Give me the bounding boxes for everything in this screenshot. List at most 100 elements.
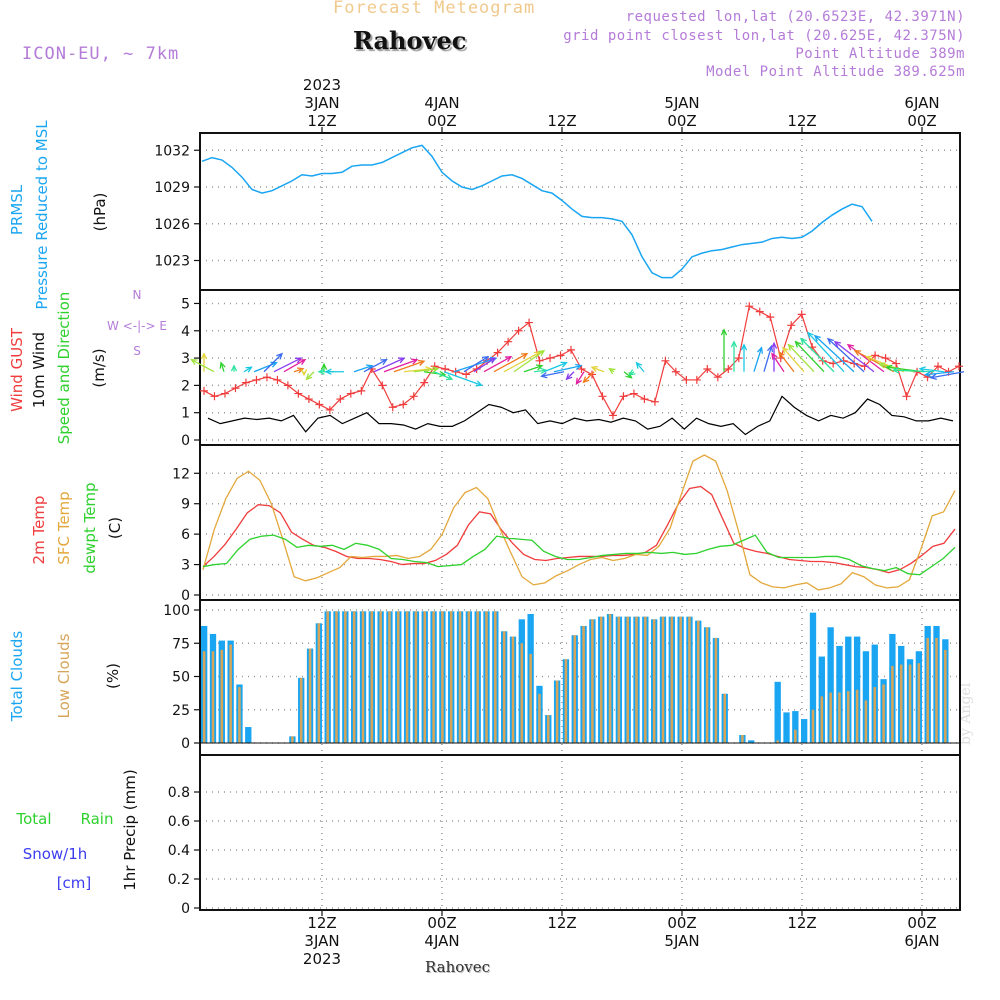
wind-arrow-shaft	[543, 362, 567, 373]
wind-arrow-head	[853, 350, 862, 356]
wind-arrow	[300, 369, 308, 377]
wind-arrow-head	[833, 340, 842, 348]
gust-point	[388, 403, 397, 412]
wind-arrow	[763, 344, 774, 372]
wind-arrow	[740, 343, 748, 372]
gust-point	[839, 356, 848, 365]
low-cloud-bar	[564, 659, 568, 743]
wind-arrow-shaft	[363, 359, 387, 373]
wind-arrow	[383, 358, 419, 373]
wind-arrow-head	[439, 370, 447, 378]
wind-arrow-shaft	[753, 347, 763, 372]
wind-arrow-shaft	[807, 332, 845, 373]
wind-arrow	[363, 359, 388, 373]
y-tick-label: 25	[172, 703, 190, 719]
wind-arrow-shaft	[575, 371, 585, 385]
low-cloud-bar	[935, 637, 938, 743]
wind-arrow-shaft	[771, 353, 785, 373]
low-cloud-bar	[511, 636, 515, 743]
top-time-label: 2023	[303, 76, 341, 94]
y-tick-label: 12	[172, 466, 190, 482]
top-time-label: 12Z	[547, 112, 576, 130]
gust-point	[682, 375, 691, 384]
compass-south-label: S	[133, 344, 141, 358]
wind-arrow-head	[582, 376, 590, 384]
low-cloud-bar	[467, 611, 471, 743]
low-cloud-bar	[573, 635, 577, 743]
low-cloud-bar	[697, 620, 700, 743]
wind-arrow-head	[276, 352, 284, 360]
gust-point	[304, 395, 313, 404]
top-time-label: 3JAN	[304, 94, 339, 112]
y-tick-label: 0	[181, 736, 190, 752]
low-cloud-bar	[538, 693, 541, 743]
dewpt-temp-line	[202, 534, 956, 576]
wind-arrow	[283, 358, 307, 373]
low-cloud-bar	[238, 687, 241, 743]
wind-arrow-shaft	[533, 369, 547, 373]
gust-point	[598, 392, 607, 401]
wind-arrow-head	[504, 356, 513, 363]
wind-arrow	[403, 366, 433, 373]
low-cloud-bar	[458, 611, 462, 743]
low-cloud-bar	[229, 644, 232, 743]
y-tick-label: 1032	[154, 143, 190, 159]
gust-point	[283, 381, 292, 390]
total-clouds-label: Total Clouds	[8, 631, 26, 723]
grid-point-coords: grid point closest lon,lat (20.625E, 42.…	[563, 28, 965, 44]
low-cloud-bar	[891, 665, 894, 743]
wind-arrow-shaft	[433, 371, 453, 380]
y-tick-label: 3	[181, 351, 190, 367]
wind-arrow-head	[535, 364, 544, 371]
location-title: Rahovec	[353, 26, 467, 55]
low-cloud-bar	[344, 611, 347, 743]
low-cloud-bar	[741, 735, 744, 743]
wind-arrow-shaft	[306, 371, 315, 380]
wind-arrow-shaft	[919, 368, 945, 373]
wind-arrow-head	[488, 357, 497, 364]
wind-arrow-shaft	[800, 338, 835, 373]
gust-point	[535, 356, 544, 365]
y-tick-label: 0	[181, 433, 190, 449]
wind-arrow-head	[520, 353, 529, 359]
low-cloud-bar	[520, 643, 524, 743]
wind-arrow-shaft	[834, 341, 875, 373]
wind-arrow	[413, 366, 440, 373]
precip-snow-label: Snow/1h	[23, 845, 88, 863]
gust-point	[546, 354, 555, 363]
pressure-line	[201, 144, 873, 279]
gust-point	[231, 384, 240, 393]
wind-arrow-head	[730, 340, 738, 348]
bottom-time-label: 00Z	[427, 914, 456, 932]
wind-arrow-shaft	[827, 338, 865, 373]
top-time-label: 12Z	[787, 112, 816, 130]
low-cloud-bar	[379, 611, 382, 743]
low-cloud-bar	[591, 619, 594, 743]
low-cloud-bar	[361, 611, 365, 743]
low-cloud-bar	[414, 611, 418, 743]
gust-point	[713, 373, 722, 382]
y-tick-label: 3	[181, 558, 190, 574]
low-cloud-bar	[617, 616, 621, 743]
wind-arrow	[635, 361, 645, 373]
low-cloud-bar	[555, 680, 559, 743]
gust-point	[241, 378, 250, 387]
wind-arrow	[826, 337, 865, 373]
wind-arrow	[778, 351, 795, 373]
low-cloud-bar	[599, 616, 603, 743]
wind-arrow-shaft	[636, 362, 645, 373]
wind-arrow	[799, 337, 835, 373]
wind-arrow	[730, 340, 738, 372]
gust-point	[325, 405, 334, 414]
gust-point	[787, 321, 796, 330]
wind-arrow-shaft	[893, 369, 935, 373]
wind-arrow-head	[425, 366, 433, 373]
low-cloud-bar	[820, 696, 824, 743]
low-clouds-label: Low Clouds	[55, 633, 73, 718]
y-tick-label: 1026	[154, 217, 190, 233]
y-tick-label: 0.2	[168, 872, 190, 888]
wind-arrow-head	[560, 361, 568, 368]
low-cloud-bar	[202, 651, 206, 743]
total-cloud-bar	[862, 651, 870, 743]
wind-arrow-head	[787, 343, 795, 351]
